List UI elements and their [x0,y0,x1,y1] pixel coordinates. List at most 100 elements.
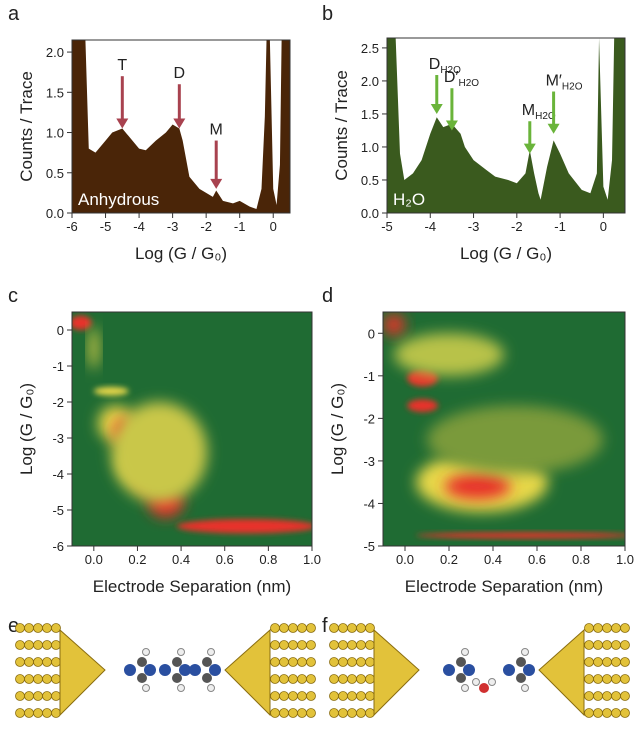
arrow-head [523,143,536,154]
hydrogen [142,684,150,692]
gold-atom [297,691,307,701]
gold-atom [329,691,339,701]
gold-atom [593,674,603,684]
gold-atom [42,640,52,650]
x-tick-label: -6 [66,219,78,234]
gold-atom [270,657,280,667]
x-tick-label: 0.0 [85,552,103,567]
carbon [456,657,466,667]
gold-atom [279,657,289,667]
gold-atom [42,691,52,701]
gold-atom [602,623,612,633]
gold-atom [620,640,630,650]
gold-atom [33,674,43,684]
x-tick-label: -5 [381,219,393,234]
arrow-head [430,103,443,114]
y-tick-label: -1 [363,369,375,384]
y-tick-label: 2.0 [361,74,379,89]
gold-atom [347,657,357,667]
hydrogen [472,678,480,686]
annotation: T [117,57,127,74]
gold-atom [329,623,339,633]
y-tick-label: 2.0 [46,45,64,60]
gold-atom [33,708,43,718]
x-tick-label: 0.4 [172,552,190,567]
gold-atom [24,623,34,633]
gold-atom [297,674,307,684]
annotation-text: M′ [546,73,562,90]
gold-atom [306,691,316,701]
gold-atom [42,657,52,667]
gold-atom [270,640,280,650]
x-axis-label: Electrode Separation (nm) [93,577,291,596]
annotation-text: M [522,102,535,119]
x-tick-label: -2 [200,219,212,234]
gold-atom [365,657,375,667]
annotation-text: D [429,56,441,73]
nitrogen [189,664,201,676]
gold-atom [338,691,348,701]
gold-atom [329,674,339,684]
x-tick-label: 0.0 [396,552,414,567]
arrow-head [173,118,186,129]
gold-atom [356,640,366,650]
y-tick-label: -5 [52,503,64,518]
gold-atom [356,674,366,684]
x-tick-label: -4 [133,219,145,234]
nitrogen [124,664,136,676]
x-tick-label: 0.6 [528,552,546,567]
nitrogen [159,664,171,676]
panel-label: b [322,3,333,25]
gold-tip [373,628,420,717]
annotation-text: T [117,57,127,74]
x-tick-label: -2 [511,219,523,234]
annotation-sub: H2O [458,78,479,89]
gold-atom [33,640,43,650]
gold-atom [347,708,357,718]
annotation-sub: H2O [535,111,556,122]
annotation: MH2O [522,102,556,122]
gold-atom [602,674,612,684]
gold-tip [59,628,106,717]
heatmap-blob [111,402,208,503]
gold-atom [593,691,603,701]
gold-atom [288,691,298,701]
gold-atom [338,708,348,718]
y-tick-label: 0 [368,326,375,341]
annotation: DH2O [429,56,461,76]
histogram-area [72,40,290,213]
gold-atom [593,657,603,667]
gold-atom [297,640,307,650]
y-tick-label: -1 [52,359,64,374]
gold-atom [620,657,630,667]
arrow-head [116,118,129,129]
gold-atom [270,708,280,718]
gold-atom [347,691,357,701]
plot-frame [382,311,626,547]
gold-atom [611,640,621,650]
hydrogen [177,684,185,692]
y-axis-label: Log (G / G₀) [328,383,347,475]
gold-atom [593,640,603,650]
gold-atom [602,657,612,667]
gold-atom [347,623,357,633]
gold-atom [270,691,280,701]
nitrogen [179,664,191,676]
nitrogen [503,664,515,676]
gold-atom [33,623,43,633]
gold-atom [338,640,348,650]
y-tick-label: 1.0 [46,126,64,141]
annotation: D′H2O [444,69,479,89]
panel-label: e [8,615,19,637]
carbon [516,673,526,683]
gold-atom [584,674,594,684]
gold-atom [42,674,52,684]
panel-label: d [322,285,333,307]
carbon [456,673,466,683]
gold-atom [620,708,630,718]
gold-atom [24,657,34,667]
carbon [202,657,212,667]
y-tick-label: 0 [57,323,64,338]
x-tick-label: -1 [234,219,246,234]
hydrogen [521,648,529,656]
